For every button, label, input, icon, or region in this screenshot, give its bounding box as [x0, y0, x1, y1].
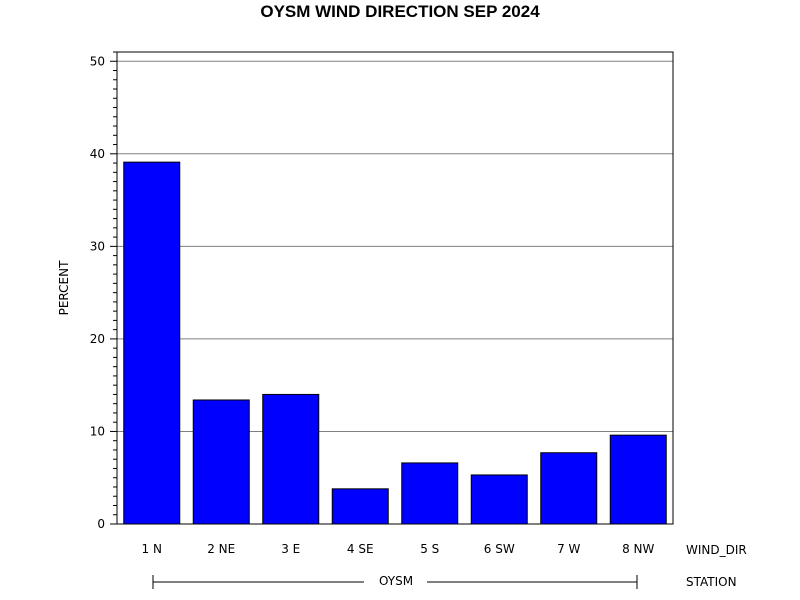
x-tick-label: 2 NE	[207, 542, 235, 556]
y-axis: 0 10 20 30 40 50	[90, 51, 117, 531]
bars	[123, 161, 667, 525]
x-axis: 1 N 2 NE 3 E 4 SE 5 S 6 SW 7 W 8 NW	[142, 542, 655, 556]
bar-1-n	[123, 161, 181, 525]
y-tick-label: 30	[90, 239, 105, 253]
y-tick-label: 0	[97, 517, 105, 531]
x-tick-label: 1 N	[142, 542, 162, 556]
station-group-bracket: OYSM	[152, 574, 638, 589]
bar-6-sw	[470, 474, 528, 525]
group-axis-label: STATION	[686, 575, 737, 589]
bar-3-e	[262, 393, 320, 525]
chart-title: OYSM WIND DIRECTION SEP 2024	[260, 2, 540, 21]
y-tick-label: 20	[90, 332, 105, 346]
y-tick-label: 10	[90, 424, 105, 438]
bar-7-w	[540, 452, 598, 525]
x-tick-label: 6 SW	[484, 542, 515, 556]
x-tick-label: 4 SE	[347, 542, 374, 556]
y-tick-label: 50	[90, 54, 105, 68]
plot-frame	[116, 51, 674, 525]
bar-2-ne	[192, 399, 250, 525]
bar-5-s	[401, 462, 459, 525]
x-tick-label: 7 W	[557, 542, 580, 556]
x-tick-label: 8 NW	[622, 542, 654, 556]
bar-8-nw	[609, 434, 667, 525]
y-axis-label: PERCENT	[57, 260, 71, 315]
x-axis-label: WIND_DIR	[686, 543, 747, 557]
station-name: OYSM	[379, 574, 413, 588]
x-tick-label: 5 S	[420, 542, 439, 556]
bar-4-se	[331, 488, 389, 525]
gridlines	[117, 60, 673, 432]
y-tick-label: 40	[90, 147, 105, 161]
x-tick-label: 3 E	[281, 542, 300, 556]
